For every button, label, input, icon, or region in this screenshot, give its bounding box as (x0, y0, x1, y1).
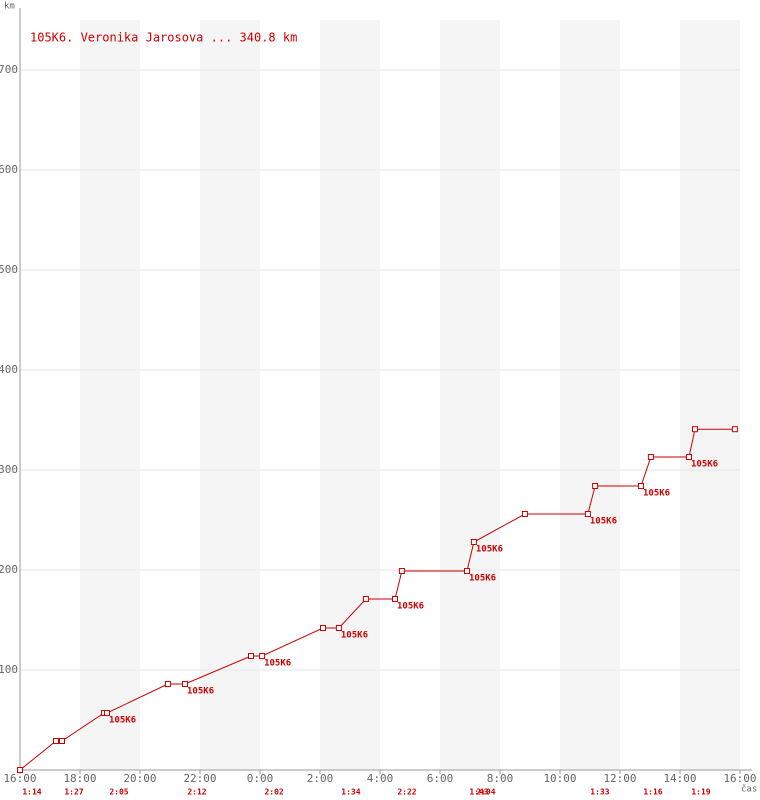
point-marker (470, 539, 477, 545)
x-tick-label: 8:00 (487, 772, 514, 785)
point-label: 105K6 (397, 602, 424, 612)
split-label: 1:19 (691, 788, 710, 797)
split-label: 1:14 (22, 788, 41, 797)
point-marker (638, 483, 644, 489)
x-tick-label: 0:00 (247, 772, 274, 785)
split-label: 1:34 (341, 788, 360, 797)
point-marker (259, 653, 266, 659)
point-label: 105K6 (264, 659, 291, 669)
x-tick-label: 2:00 (307, 772, 334, 785)
x-tick-label: 22:00 (183, 772, 216, 785)
point-label: 105K6 (341, 631, 368, 641)
point-marker (182, 681, 188, 687)
split-label: 1:16 (643, 788, 662, 797)
point-label: 105K6 (691, 460, 718, 470)
split-label: 2:12 (187, 788, 206, 797)
x-tick-label: 10:00 (543, 772, 576, 785)
point-label: 105K6 (469, 574, 496, 584)
x-tick-label: 20:00 (123, 772, 156, 785)
point-marker (53, 738, 59, 744)
x-tick-label: 4:00 (367, 772, 394, 785)
point-label: 105K6 (187, 687, 214, 697)
point-marker (521, 511, 528, 517)
x-axis-label: čas (741, 784, 757, 795)
point-label: 105K6 (643, 489, 670, 499)
split-label: 2:05 (109, 788, 128, 797)
point-marker (686, 454, 692, 460)
plot-background (80, 20, 740, 770)
time-band (320, 20, 380, 770)
time-band (80, 20, 140, 770)
x-tick-label: 16:00 (723, 772, 756, 785)
point-marker (248, 653, 254, 659)
point-marker (320, 625, 326, 631)
split-label: 2:02 (264, 788, 283, 797)
point-marker (647, 454, 654, 460)
split-label: 2:04 (476, 788, 495, 797)
x-tick-label: 16:00 (3, 772, 36, 785)
point-label: 105K6 (476, 545, 503, 555)
point-marker (584, 511, 591, 517)
x-tick-label: 12:00 (603, 772, 636, 785)
time-band (680, 20, 740, 770)
point-marker (392, 596, 398, 602)
y-tick-label: 700 (0, 63, 18, 76)
x-tick-label: 18:00 (63, 772, 96, 785)
point-marker (362, 596, 369, 602)
y-tick-label: 400 (0, 363, 18, 376)
time-band (560, 20, 620, 770)
point-marker (335, 625, 342, 631)
chart-title: 105K6. Veronika Jarosova ... 340.8 km (30, 31, 297, 45)
point-marker (731, 426, 738, 433)
point-marker (464, 568, 470, 574)
y-axis-label: km (4, 2, 15, 12)
y-tick-label: 500 (0, 263, 18, 276)
time-band (440, 20, 500, 770)
split-label: 1:33 (590, 788, 609, 797)
point-marker (692, 426, 698, 433)
point-marker (592, 483, 599, 489)
split-label: 1:27 (64, 788, 83, 797)
point-marker (104, 710, 110, 716)
split-label: 1:43 (469, 788, 488, 797)
point-marker (17, 767, 23, 773)
y-tick-label: 100 (0, 663, 18, 676)
x-tick-label: 6:00 (427, 772, 454, 785)
split-label: 2:22 (397, 788, 416, 797)
y-tick-label: 300 (0, 463, 18, 476)
point-marker (164, 681, 171, 687)
point-label: 105K6 (590, 517, 617, 527)
x-tick-label: 14:00 (663, 772, 696, 785)
y-tick-label: 200 (0, 563, 18, 576)
point-label: 105K6 (109, 716, 136, 726)
point-marker (59, 738, 65, 744)
point-marker (398, 568, 405, 574)
y-tick-label: 600 (0, 163, 18, 176)
time-band (200, 20, 260, 770)
